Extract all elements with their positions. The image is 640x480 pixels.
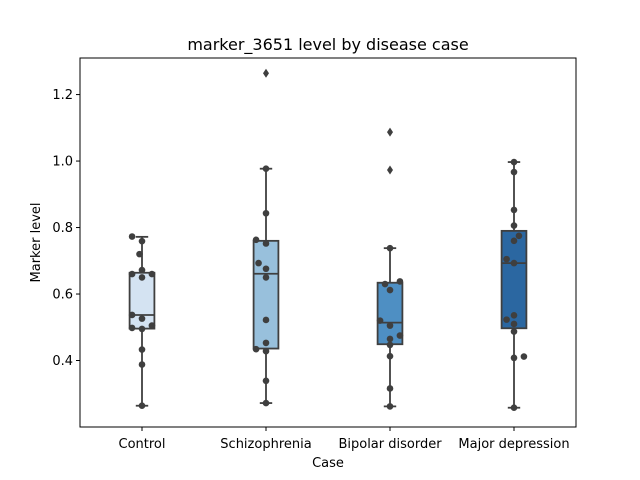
data-point: [148, 270, 156, 278]
data-point: [510, 206, 518, 214]
y-axis: 0.4 0.6 0.8 1.0 1.2: [52, 88, 80, 369]
data-point: [252, 345, 260, 353]
outlier-marker: [387, 127, 393, 137]
data-point: [386, 341, 394, 349]
x-tick-label: Control: [119, 437, 166, 452]
data-point: [262, 377, 270, 385]
outlier-marker: [387, 165, 393, 175]
data-point: [138, 361, 146, 368]
data-point: [262, 274, 270, 281]
data-point: [136, 250, 143, 258]
data-point: [510, 404, 518, 412]
data-point: [128, 324, 136, 332]
data-point: [510, 328, 518, 335]
axes-frame: [79, 57, 577, 428]
data-point: [128, 233, 136, 240]
box: [252, 239, 280, 350]
data-point: [381, 280, 389, 288]
y-tick-label: 0.6: [52, 288, 73, 303]
y-tick-label: 1.2: [52, 88, 73, 103]
data-point: [262, 347, 270, 355]
data-point: [510, 158, 518, 166]
data-point: [138, 237, 146, 245]
data-point: [138, 325, 146, 333]
data-point: [262, 316, 270, 324]
data-point: [510, 237, 518, 245]
data-point: [386, 286, 394, 294]
points-group-1: [252, 165, 270, 407]
data-point: [262, 165, 270, 172]
data-point: [386, 244, 394, 252]
data-point: [138, 266, 146, 274]
data-point: [510, 259, 518, 267]
data-point: [386, 322, 394, 329]
data-point: [503, 255, 510, 263]
chart-title: marker_3651 level by disease case: [187, 35, 468, 55]
data-point: [510, 168, 518, 176]
data-point: [396, 278, 404, 285]
data-point: [510, 312, 518, 319]
x-axis: Control Schizophrenia Bipolar disorder Majo…: [119, 427, 570, 452]
plot-area: [128, 68, 528, 412]
points-group-3: [503, 158, 528, 412]
data-point: [262, 399, 270, 407]
data-point: [148, 322, 156, 329]
points-group-0: [128, 233, 156, 410]
x-tick-label: Schizophrenia: [220, 437, 311, 452]
data-point: [262, 240, 270, 247]
data-point: [252, 236, 260, 244]
data-point: [262, 265, 270, 273]
data-point: [520, 353, 528, 360]
data-point: [262, 339, 270, 347]
x-axis-label: Case: [312, 456, 344, 471]
x-tick-label: Bipolar disorder: [338, 437, 442, 452]
data-point: [510, 320, 518, 328]
data-point: [262, 209, 270, 217]
y-tick-label: 0.8: [52, 221, 73, 236]
data-point: [510, 222, 518, 229]
data-point: [386, 335, 394, 343]
data-point: [128, 311, 136, 319]
data-point: [376, 317, 384, 324]
data-point: [386, 385, 394, 392]
x-tick-label: Major depression: [458, 437, 569, 452]
data-point: [138, 346, 146, 353]
data-point: [138, 315, 146, 322]
data-point: [396, 332, 404, 339]
y-axis-label: Marker level: [29, 203, 44, 283]
data-point: [138, 402, 146, 410]
y-tick-label: 1.0: [52, 155, 73, 170]
data-point: [386, 352, 394, 360]
data-point: [138, 274, 146, 281]
data-point: [510, 354, 518, 362]
data-point: [503, 316, 510, 323]
data-point: [515, 232, 523, 240]
points-group-2: [376, 244, 404, 410]
outlier-marker: [263, 68, 269, 78]
y-tick-label: 0.4: [52, 354, 73, 369]
data-point: [128, 270, 136, 278]
data-point: [255, 259, 262, 267]
data-point: [386, 403, 394, 410]
